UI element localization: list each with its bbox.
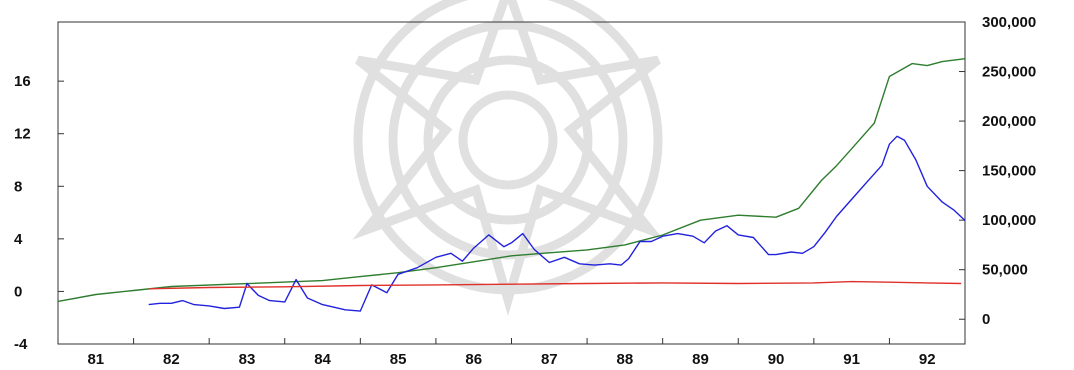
- x-tick-label: 86: [465, 351, 482, 368]
- left-tick-label: 8: [14, 178, 22, 195]
- right-tick-label: 200,000: [982, 113, 1036, 130]
- x-tick-label: 91: [843, 351, 860, 368]
- right-tick-label: 250,000: [982, 64, 1036, 81]
- x-tick-label: 82: [163, 351, 180, 368]
- series-red-line: [148, 280, 962, 290]
- right-tick-label: 300,000: [982, 14, 1036, 31]
- x-tick-label: 92: [919, 351, 936, 368]
- left-tick-label: 4: [14, 231, 23, 248]
- right-tick-label: 150,000: [982, 163, 1036, 180]
- x-tick-label: 81: [87, 351, 104, 368]
- x-tick-label: 84: [314, 351, 331, 368]
- x-tick-label: 88: [617, 351, 634, 368]
- left-tick-label: 16: [14, 73, 31, 90]
- left-tick-label: 0: [14, 283, 22, 300]
- x-tick-label: 89: [692, 351, 709, 368]
- left-tick-label: 12: [14, 126, 31, 143]
- series-blue-line: [148, 135, 966, 312]
- right-tick-label: 0: [982, 311, 990, 328]
- x-tick-label: 90: [768, 351, 785, 368]
- left-tick-label: -4: [14, 336, 28, 353]
- watermark: [352, 0, 664, 317]
- right-tick-label: 50,000: [982, 262, 1028, 279]
- x-tick-label: 85: [390, 351, 407, 368]
- series-green-line: [57, 58, 966, 303]
- x-tick-label: 83: [239, 351, 256, 368]
- x-tick-label: 87: [541, 351, 558, 368]
- right-tick-label: 100,000: [982, 212, 1036, 229]
